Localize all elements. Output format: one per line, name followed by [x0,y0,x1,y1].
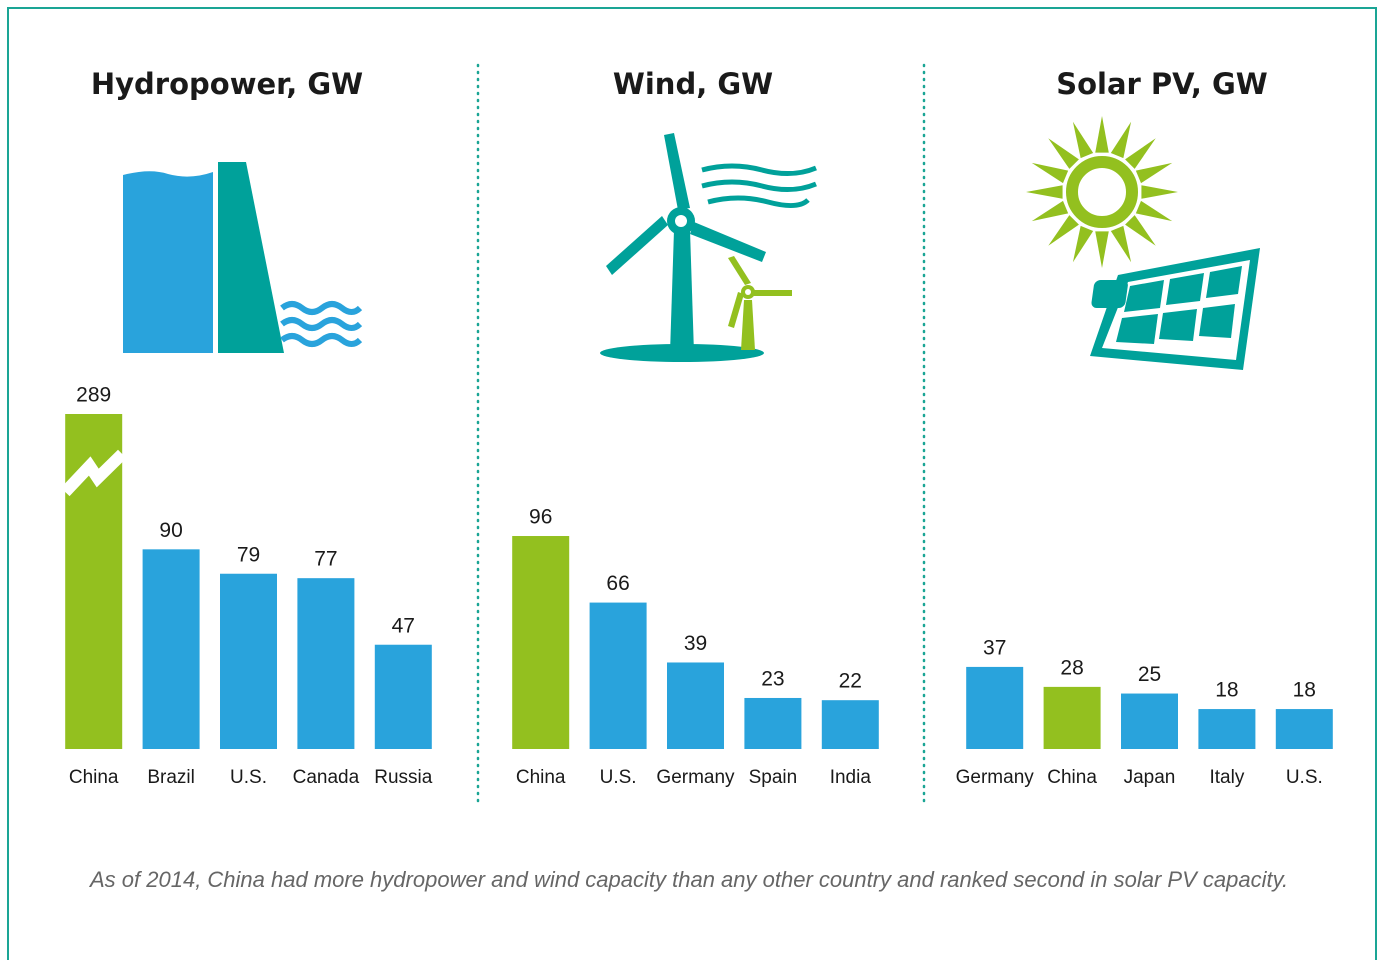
bar [1043,686,1101,749]
chart-title: Solar PV, GW [1056,67,1268,101]
x-tick-label: Brazil [147,767,195,788]
caption: As of 2014, China had more hydropower an… [90,867,1289,892]
x-tick-label: Japan [1124,767,1176,788]
value-label: 28 [1060,656,1083,679]
value-label: 37 [983,636,1006,659]
value-label: 23 [761,668,784,691]
x-tick-label: Germany [956,767,1035,788]
value-label: 66 [606,572,629,595]
value-label: 18 [1215,679,1238,702]
value-label: 289 [76,384,111,407]
x-tick-label: China [516,767,566,788]
x-tick-label: China [69,767,119,788]
bar [744,697,802,749]
chart-title: Hydropower, GW [91,67,363,101]
value-label: 18 [1293,679,1316,702]
bar [1198,709,1256,749]
x-tick-label: Spain [749,767,798,788]
chart-title: Wind, GW [613,67,773,101]
value-label: 96 [529,506,552,529]
bar [512,536,570,749]
bars [966,666,1333,749]
bar [667,662,724,749]
solar-icon [1026,116,1260,370]
bar [65,414,123,749]
x-tick-label: Germany [656,767,735,788]
x-tick-label: Russia [374,767,433,788]
bar [821,700,879,749]
value-label: 39 [684,632,707,655]
frame [7,7,1377,960]
x-tick-label: Canada [293,767,360,788]
x-tick-label: U.S. [230,767,267,788]
bar [1121,693,1178,749]
bar [297,578,355,749]
bar [220,573,277,749]
value-label: 77 [314,548,337,571]
value-label: 90 [159,519,182,542]
x-tick-label: India [830,767,872,788]
hydro-icon [123,162,363,353]
value-label: 47 [392,614,415,637]
wind-icon [600,133,817,362]
bar [1275,709,1333,749]
axis-break [60,449,127,497]
value-label: 25 [1138,663,1161,686]
bars [512,536,879,749]
bar [374,644,432,749]
x-tick-label: Italy [1209,767,1244,788]
bar [966,666,1024,749]
x-tick-label: China [1047,767,1097,788]
bars [60,414,432,749]
value-label: 79 [237,543,260,566]
x-tick-label: U.S. [1286,767,1323,788]
bar [589,602,647,749]
value-label: 22 [839,670,862,693]
x-tick-label: U.S. [600,767,637,788]
bar [142,549,200,749]
